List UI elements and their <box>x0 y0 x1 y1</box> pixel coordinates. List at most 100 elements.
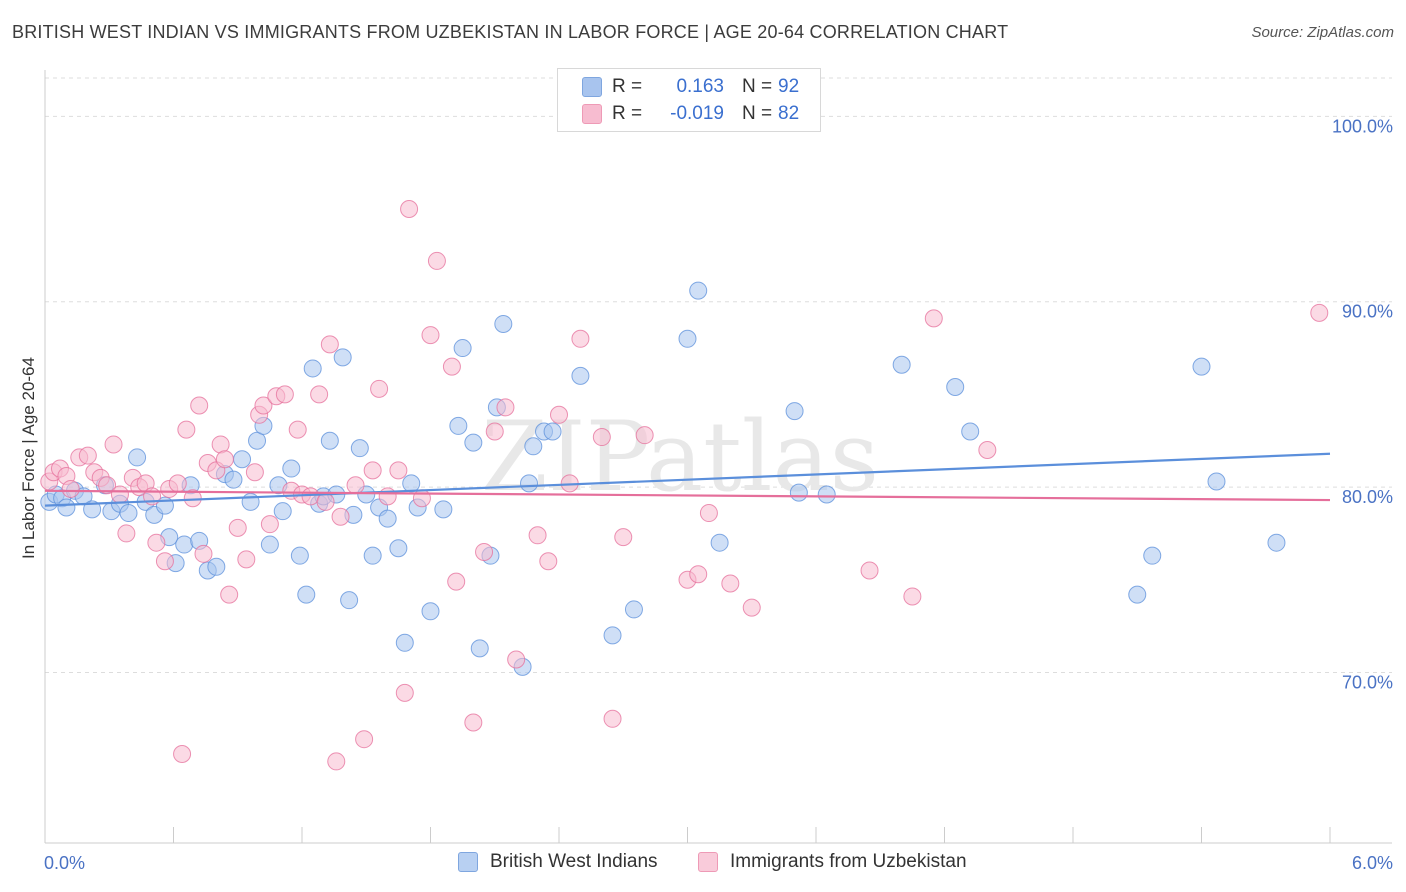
data-point-pink <box>275 385 294 404</box>
data-point-blue <box>710 533 729 552</box>
axis-layer: 70.0% 80.0% 90.0% 100.0% 0.0% 6.0% <box>44 70 1393 873</box>
data-point-blue <box>389 539 408 558</box>
data-point-pink <box>98 476 117 495</box>
data-point-blue <box>83 500 102 519</box>
data-point-blue <box>340 591 359 610</box>
data-point-pink <box>635 426 654 445</box>
n-value: 92 <box>778 76 800 97</box>
data-point-pink <box>260 515 279 534</box>
data-point-blue <box>543 422 562 441</box>
data-point-pink <box>61 479 80 498</box>
data-point-pink <box>104 435 123 454</box>
data-point-blue <box>434 500 453 519</box>
data-point-blue <box>961 422 980 441</box>
y-tick-label: 90.0% <box>1342 302 1393 322</box>
data-point-pink <box>331 507 350 526</box>
legend-item-immigrants-from-uzbekistan[interactable]: Immigrants from Uzbekistan <box>698 851 967 873</box>
data-point-pink <box>742 598 761 617</box>
data-point-blue <box>494 314 513 333</box>
data-point-blue <box>378 509 397 528</box>
data-point-blue <box>402 474 421 493</box>
data-point-pink <box>412 489 431 508</box>
legend-label: British West Indians <box>490 851 658 872</box>
data-point-pink <box>117 524 136 543</box>
data-point-blue <box>260 535 279 554</box>
data-point-pink <box>614 528 633 547</box>
data-point-pink <box>400 200 419 219</box>
source-label: Source: ZipAtlas.com <box>1251 24 1394 41</box>
legend-swatch-pink <box>582 104 602 124</box>
data-point-blue <box>1192 357 1211 376</box>
data-point-blue <box>421 602 440 621</box>
n-label: N = <box>742 103 773 124</box>
stats-legend: R = 0.163 N = 92 R = -0.019 N = 82 <box>557 68 821 132</box>
y-tick-label: 70.0% <box>1342 672 1393 692</box>
data-point-blue <box>282 459 301 478</box>
data-point-blue <box>333 348 352 367</box>
data-point-pink <box>194 544 213 563</box>
y-tick-label: 100.0% <box>1332 116 1393 136</box>
data-point-pink <box>245 463 264 482</box>
chart-title: BRITISH WEST INDIAN VS IMMIGRANTS FROM U… <box>12 22 1009 42</box>
grid-layer <box>45 77 1392 673</box>
data-point-pink <box>220 585 239 604</box>
x-tick-label: 0.0% <box>44 853 85 873</box>
data-point-blue <box>290 546 309 565</box>
data-point-pink <box>447 572 466 591</box>
y-tick-label: 80.0% <box>1342 487 1393 507</box>
data-point-blue <box>449 416 468 435</box>
data-point-pink <box>421 326 440 345</box>
data-point-blue <box>1267 533 1286 552</box>
data-point-pink <box>190 396 209 415</box>
data-point-blue <box>785 402 804 421</box>
data-point-pink <box>442 357 461 376</box>
legend-swatch-pink <box>698 852 718 872</box>
data-point-pink <box>316 492 335 511</box>
data-point-blue <box>248 431 267 450</box>
data-point-pink <box>699 504 718 523</box>
data-point-pink <box>464 713 483 732</box>
data-point-blue <box>241 492 260 511</box>
data-point-blue <box>1143 546 1162 565</box>
data-point-pink <box>721 574 740 593</box>
data-point-blue <box>320 431 339 450</box>
data-point-pink <box>228 518 247 537</box>
data-point-pink <box>254 396 273 415</box>
data-point-blue <box>524 437 543 456</box>
legend-swatch-blue <box>458 852 478 872</box>
data-point-blue <box>303 359 322 378</box>
data-point-pink <box>507 650 526 669</box>
data-point-blue <box>603 626 622 645</box>
data-point-blue <box>57 498 76 517</box>
legend-row-blue: R = 0.163 N = 92 <box>582 75 799 99</box>
data-point-blue <box>817 485 836 504</box>
x-tick-label: 6.0% <box>1352 853 1393 873</box>
data-point-pink <box>177 420 196 439</box>
trend-line-pink <box>44 489 1331 502</box>
data-point-pink <box>924 309 943 328</box>
r-label: R = <box>612 103 643 124</box>
data-point-pink <box>155 552 174 571</box>
data-point-pink <box>485 422 504 441</box>
data-point-pink <box>147 533 166 552</box>
data-point-blue <box>520 474 539 493</box>
legend-label: Immigrants from Uzbekistan <box>730 851 967 872</box>
data-point-pink <box>310 385 329 404</box>
data-point-pink <box>370 379 389 398</box>
data-point-blue <box>119 504 138 523</box>
data-point-pink <box>215 450 234 469</box>
data-point-blue <box>350 439 369 458</box>
data-point-pink <box>237 550 256 569</box>
trend-line-blue <box>44 452 1331 507</box>
data-point-blue <box>453 339 472 358</box>
n-value: 82 <box>778 103 800 124</box>
data-point-pink <box>211 435 230 454</box>
data-point-pink <box>168 474 187 493</box>
data-point-blue <box>470 639 489 658</box>
data-point-blue <box>224 470 243 489</box>
data-point-blue <box>789 483 808 502</box>
data-point-pink <box>301 487 320 506</box>
data-point-pink <box>427 251 446 270</box>
legend-item-british-west-indians[interactable]: British West Indians <box>458 851 658 873</box>
